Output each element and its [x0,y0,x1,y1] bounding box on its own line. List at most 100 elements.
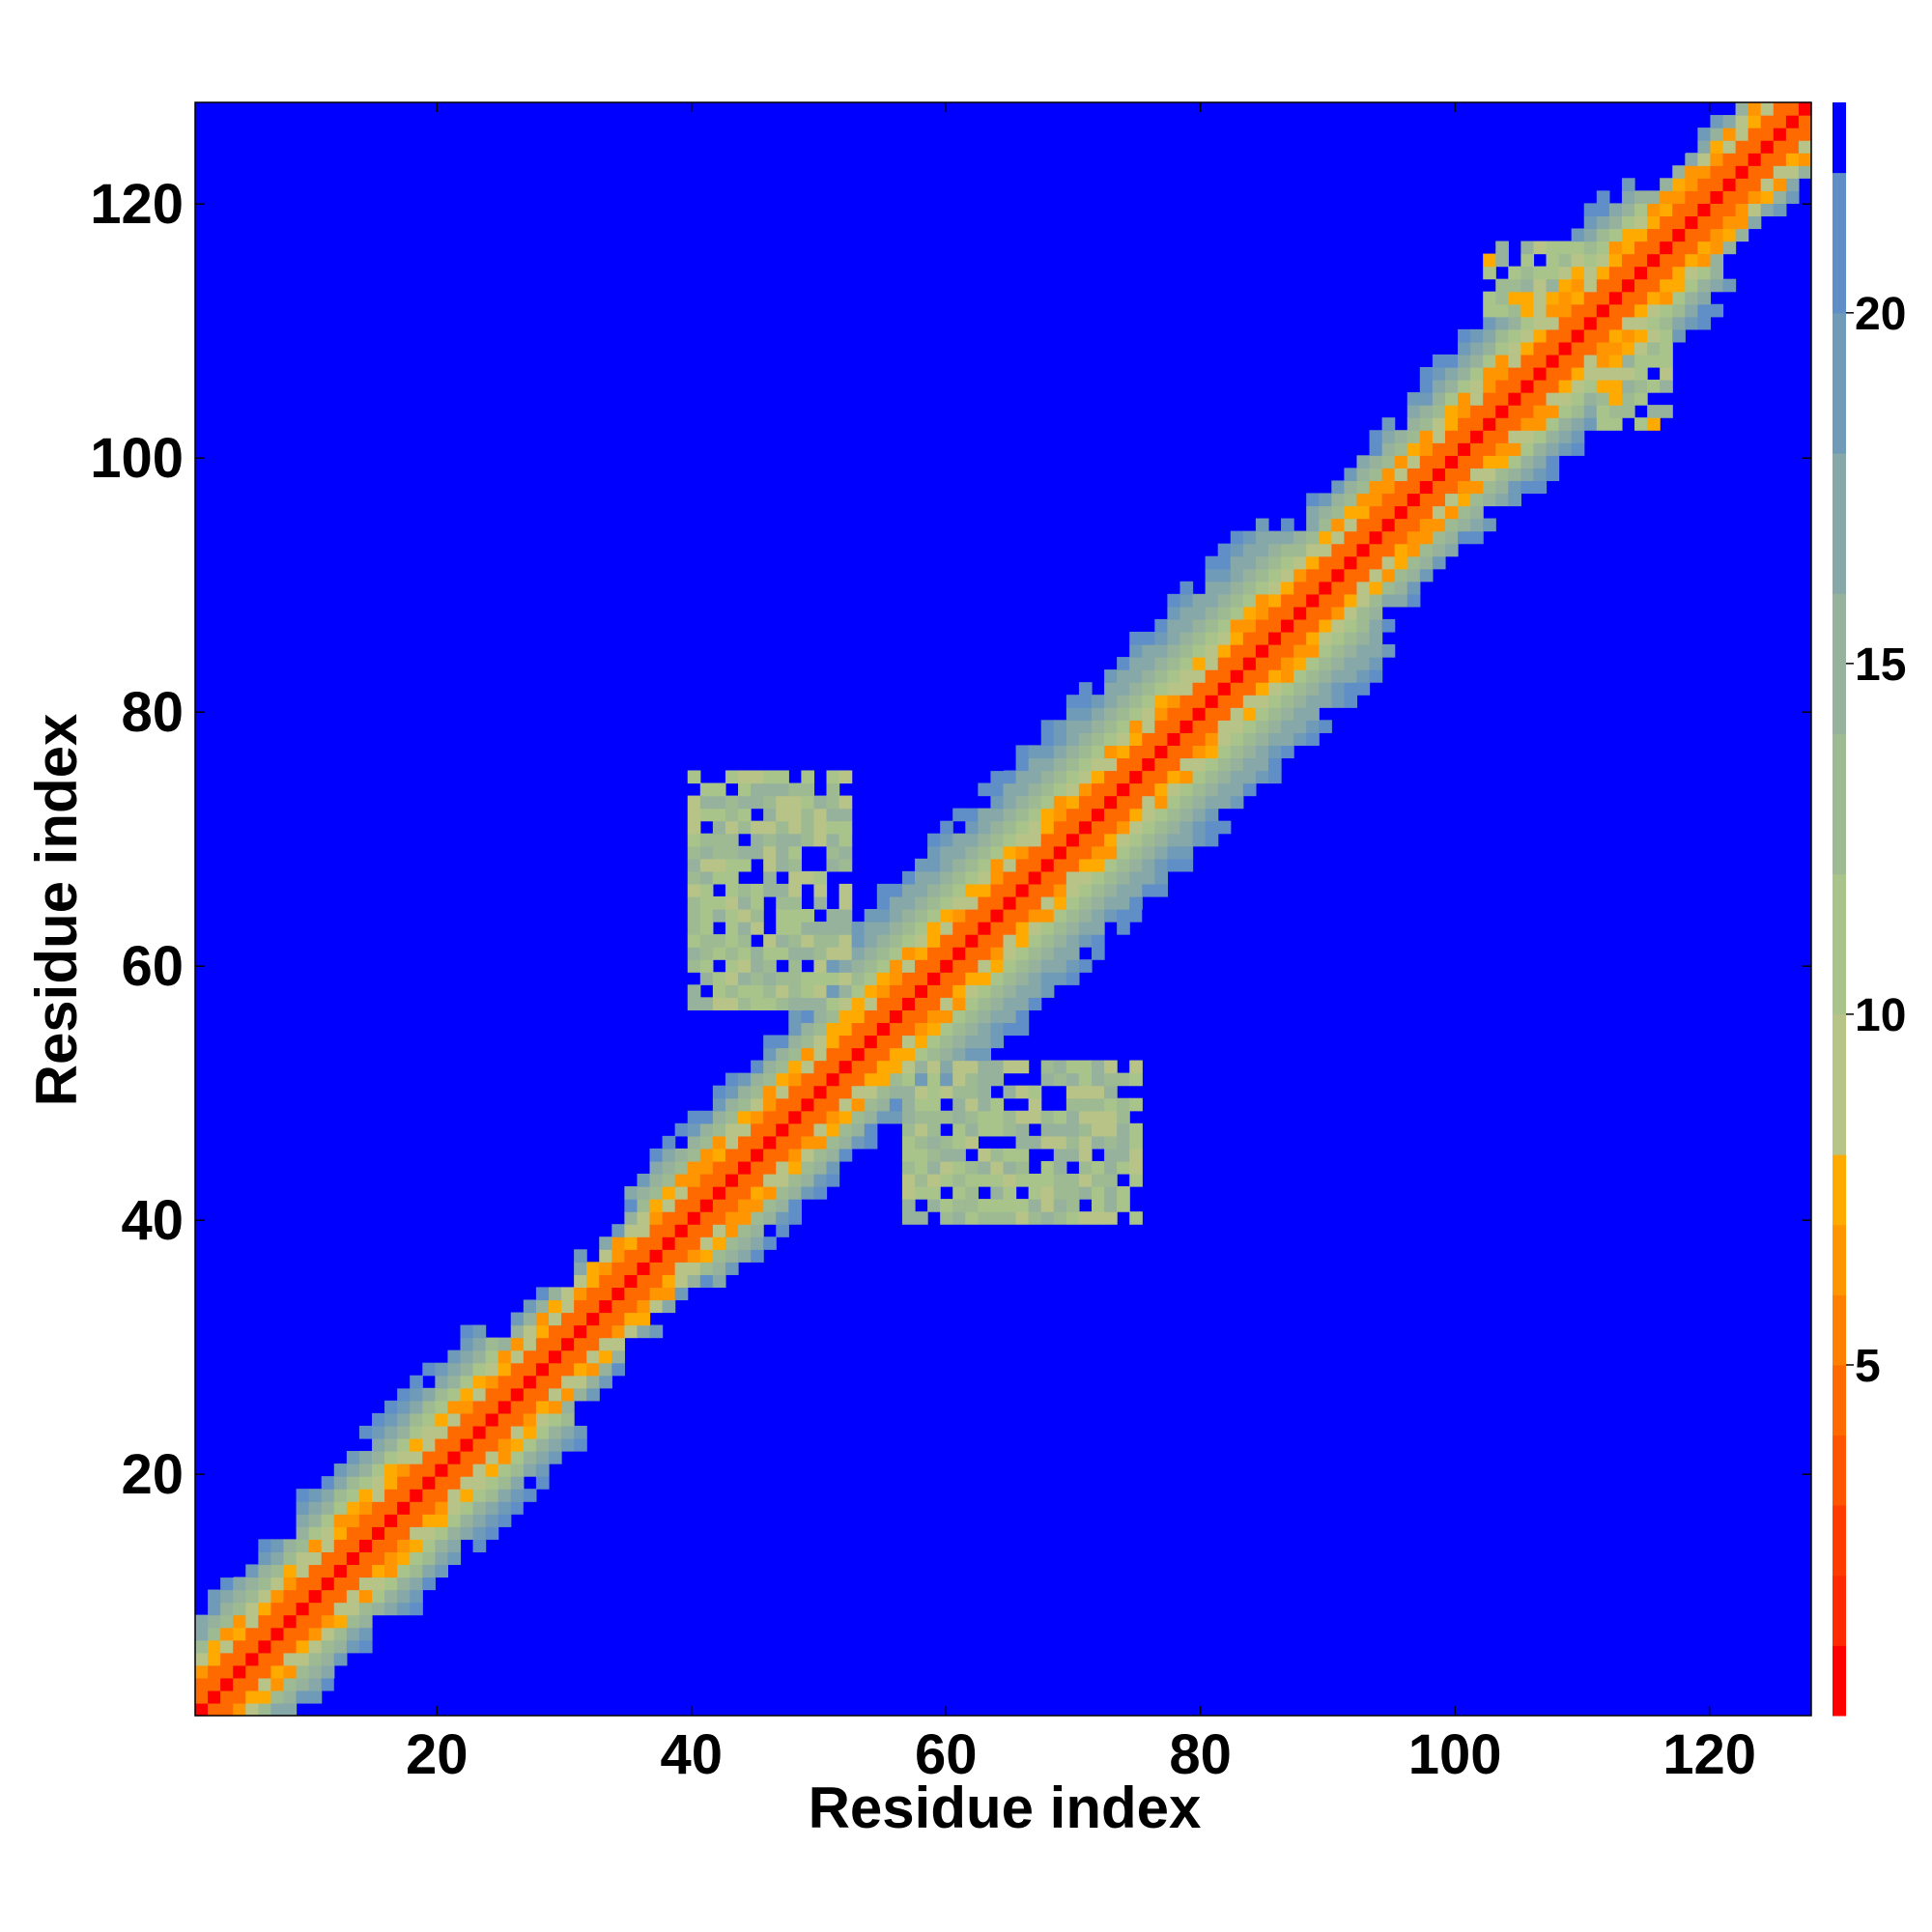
heatmap-cell [813,1160,828,1175]
heatmap-cell [561,1412,575,1427]
heatmap-cell [751,1186,764,1200]
heatmap-cell [1520,241,1535,255]
heatmap-cell [1117,1097,1130,1112]
heatmap-cell [1672,278,1686,293]
heatmap-cell [1192,695,1207,708]
heatmap-cell [1267,530,1282,545]
heatmap-cell [649,1211,664,1225]
heatmap-cell [1040,1122,1055,1137]
heatmap-cell [1710,228,1724,242]
heatmap-cell [333,1514,348,1527]
heatmap-cell [1078,934,1093,948]
heatmap-cell [1040,845,1055,860]
heatmap-cell [687,895,701,910]
heatmap-cell [978,934,992,948]
heatmap-cell [308,1539,323,1552]
heatmap-cell [1104,770,1118,784]
heatmap-cell [523,1425,537,1439]
heatmap-cell [410,1451,423,1464]
heatmap-cell [864,922,878,935]
heatmap-cell [333,1639,348,1654]
heatmap-cell [548,1337,562,1351]
heatmap-cell [1281,606,1294,620]
heatmap-cell [1685,215,1698,230]
heatmap-cell [751,1160,764,1175]
heatmap-cell [838,984,853,998]
heatmap-cell [1255,543,1269,557]
heatmap-cell [687,997,701,1010]
heatmap-cell [876,883,891,897]
heatmap-cell [485,1375,499,1389]
heatmap-cell [637,1312,651,1326]
heatmap-cell [1394,543,1408,557]
heatmap-cell [1647,291,1661,305]
heatmap-cell [1596,417,1610,431]
heatmap-cell [1583,328,1598,343]
heatmap-cell [838,909,853,923]
heatmap-cell [1672,190,1686,204]
heatmap-cell [485,1526,499,1540]
heatmap-cell [1091,757,1105,772]
heatmap-cell [346,1627,360,1641]
heatmap-cell [1356,644,1371,658]
heatmap-cell [535,1324,550,1339]
heatmap-cell [1710,215,1724,230]
heatmap-cell [1154,883,1169,897]
heatmap-cell [1406,442,1421,456]
heatmap-cell [561,1387,575,1402]
heatmap-cell [410,1526,423,1540]
heatmap-cell [788,909,802,923]
heatmap-cell [687,1110,701,1124]
heatmap-cell [801,1047,815,1062]
heatmap-cell [978,1047,992,1062]
heatmap-cell [1293,695,1307,708]
heatmap-cell [1091,732,1105,746]
heatmap-cell [1078,1122,1093,1137]
heatmap-cell [1281,720,1294,733]
heatmap-cell [1192,606,1207,620]
heatmap-cell [1053,959,1067,973]
heatmap-cell [1293,732,1307,746]
heatmap-cell [1129,820,1143,835]
heatmap-cell [1583,266,1598,280]
heatmap-cell [978,1022,992,1037]
heatmap-cell [1495,493,1509,507]
heatmap-cell [1129,745,1143,759]
heatmap-cell [1356,505,1371,520]
heatmap-cell [965,1160,979,1175]
heatmap-cell [397,1400,411,1414]
heatmap-cell [1179,631,1194,645]
heatmap-cell [1722,128,1737,141]
heatmap-cell [927,858,941,872]
heatmap-cell [738,1072,752,1087]
heatmap-cell [965,1035,979,1049]
heatmap-cell [1722,241,1737,255]
heatmap-cell [1028,845,1042,860]
heatmap-cell [435,1476,449,1490]
heatmap-cell [978,1072,992,1087]
heatmap-cell [233,1639,246,1654]
heatmap-cell [1432,354,1446,368]
heatmap-cell [901,1097,916,1112]
heatmap-cell [940,1022,953,1037]
heatmap-cell [813,833,828,847]
heatmap-cell [296,1614,310,1629]
heatmap-cell [1053,795,1067,810]
heatmap-cell [1634,417,1648,431]
heatmap-cell [624,1324,639,1339]
heatmap-cell [535,1362,550,1377]
heatmap-cell [826,820,840,835]
heatmap-cell [952,934,966,948]
heatmap-cell [435,1463,449,1477]
heatmap-cell [751,1135,764,1150]
heatmap-cell [1091,1072,1105,1087]
heatmap-cell [1596,303,1610,318]
heatmap-cell [915,1047,928,1062]
heatmap-cell [1685,303,1698,318]
heatmap-cell [1583,354,1598,368]
heatmap-cell [813,895,828,910]
heatmap-cell [927,934,941,948]
heatmap-cell [1179,808,1194,822]
heatmap-cell [371,1539,385,1552]
heatmap-cell [1608,341,1623,355]
